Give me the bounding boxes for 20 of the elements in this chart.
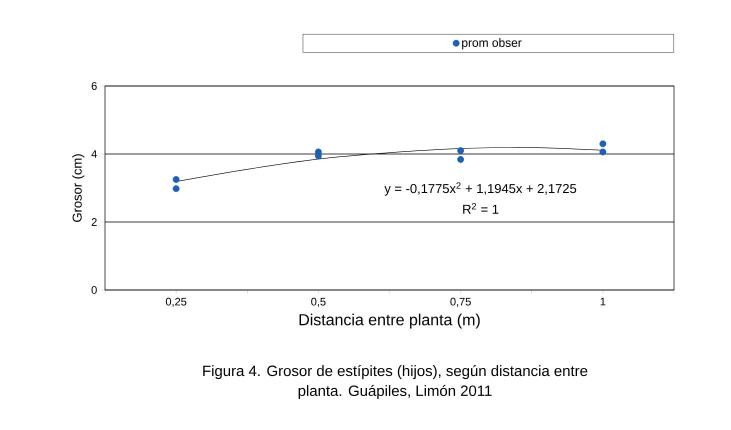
point <box>172 185 180 192</box>
y-tick-label: 0 <box>92 286 97 294</box>
point <box>457 156 464 163</box>
x-tick-label: 0,5 <box>311 298 326 307</box>
x-tick-label: 1 <box>600 298 606 306</box>
annotation: y = -0,1775x$^{2}$ + 1,1945x + 2,1725 <box>384 182 576 196</box>
point <box>599 140 606 148</box>
y-axis-title: Grosor (cm) <box>72 154 84 222</box>
legend-label: prom obser <box>462 38 522 50</box>
text: Figura 4. Grosor de estípites (hijos), según distancia entre planta. Guápiles, Limón 2011 <box>203 364 588 400</box>
annotation: R$^{2}$ = 1 <box>463 203 498 214</box>
y-tick-label: 4 <box>91 150 97 158</box>
y-tick-label: 6 <box>92 82 97 90</box>
x-tick-label: 0,75 <box>450 298 471 307</box>
point <box>172 176 180 183</box>
x-axis-title: Distancia entre planta (m) <box>300 314 480 329</box>
point <box>457 147 464 154</box>
y-tick-label: 2 <box>92 218 97 226</box>
x-tick-label: 0,25 <box>166 298 186 307</box>
point <box>599 148 606 156</box>
